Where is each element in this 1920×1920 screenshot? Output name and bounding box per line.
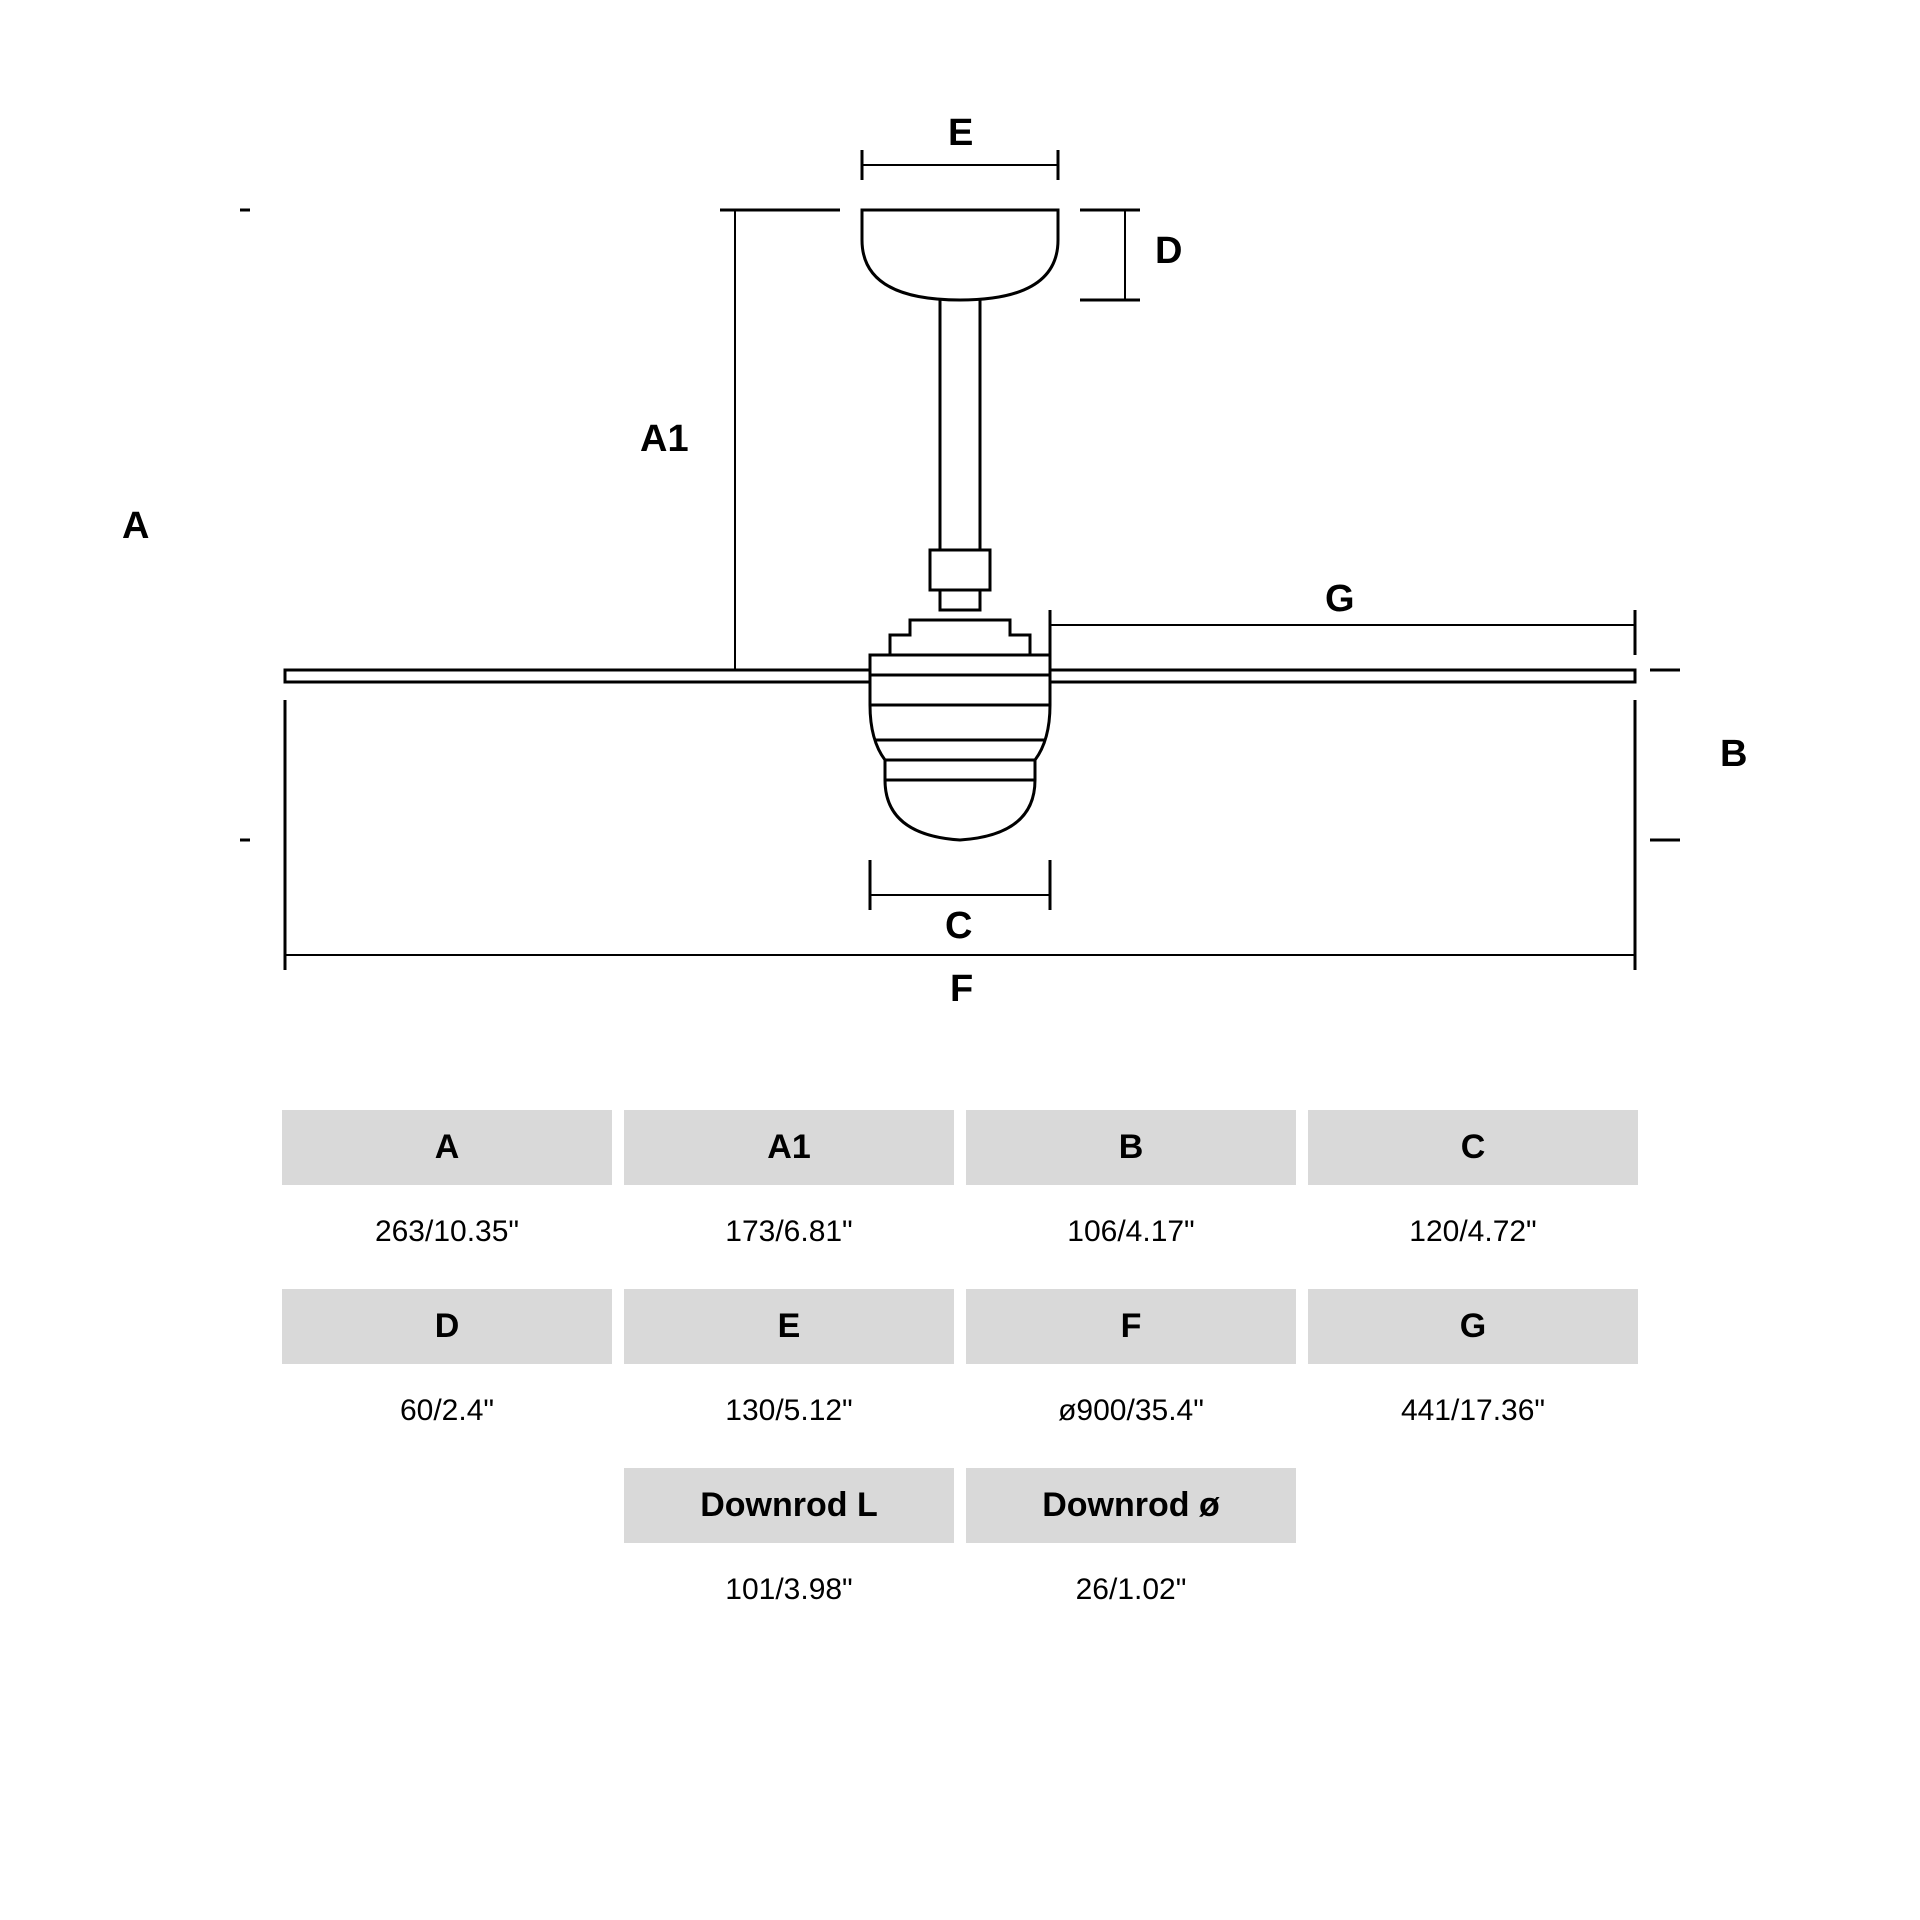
th-e: E	[624, 1289, 954, 1364]
td-downrod-d: 26/1.02"	[966, 1543, 1296, 1647]
th-downrod-l: Downrod L	[624, 1468, 954, 1543]
td-c: 120/4.72"	[1308, 1185, 1638, 1289]
label-a1: A1	[640, 418, 689, 461]
th-a1: A1	[624, 1110, 954, 1185]
td-a: 263/10.35"	[282, 1185, 612, 1289]
td-f: ø900/35.4"	[966, 1364, 1296, 1468]
label-b: B	[1720, 733, 1747, 776]
th-f: F	[966, 1289, 1296, 1364]
th-b: B	[966, 1110, 1296, 1185]
th-g: G	[1308, 1289, 1638, 1364]
th-downrod-d: Downrod ø	[966, 1468, 1296, 1543]
dimensions-table: A A1 B C 263/10.35" 173/6.81" 106/4.17" …	[240, 1110, 1680, 1647]
label-a: A	[122, 505, 149, 548]
th-d: D	[282, 1289, 612, 1364]
label-d: D	[1155, 230, 1182, 273]
td-e: 130/5.12"	[624, 1364, 954, 1468]
td-g: 441/17.36"	[1308, 1364, 1638, 1468]
th-c: C	[1308, 1110, 1638, 1185]
label-c: C	[945, 905, 972, 948]
fan-diagram: E D A1 A G B C F	[240, 140, 1680, 1000]
td-d: 60/2.4"	[282, 1364, 612, 1468]
td-downrod-l: 101/3.98"	[624, 1543, 954, 1647]
th-a: A	[282, 1110, 612, 1185]
td-b: 106/4.17"	[966, 1185, 1296, 1289]
td-a1: 173/6.81"	[624, 1185, 954, 1289]
label-g: G	[1325, 578, 1355, 621]
label-e: E	[948, 112, 973, 155]
label-f: F	[950, 968, 973, 1011]
